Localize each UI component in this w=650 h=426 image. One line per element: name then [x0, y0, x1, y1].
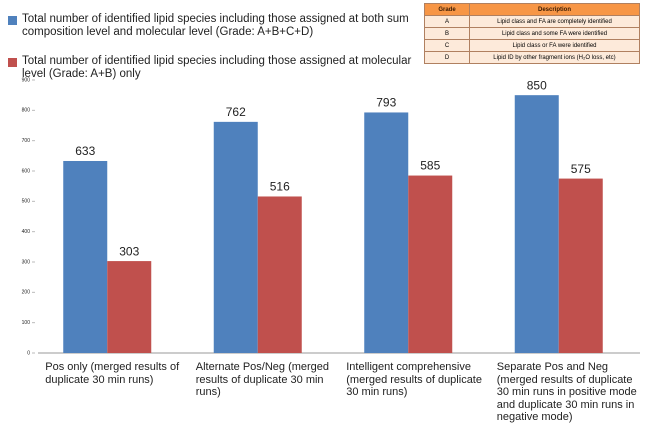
y-tick-label: 900 [22, 77, 31, 83]
data-label: 575 [571, 162, 591, 176]
cell: Lipid class and FA are completely identi… [469, 15, 640, 28]
data-label: 303 [119, 244, 139, 258]
bar [558, 178, 603, 353]
bar [408, 175, 453, 353]
bar [63, 160, 108, 353]
bar [364, 112, 409, 353]
cell: D [424, 51, 470, 64]
data-label: 793 [376, 96, 396, 110]
table-header: Grade [424, 3, 470, 16]
bar [213, 121, 258, 353]
legend-label: Total number of identified lipid species… [22, 55, 412, 80]
y-tick-label: 600 [22, 168, 31, 174]
y-tick-label: 0 [27, 350, 30, 356]
cell: Lipid class or FA were identified [469, 39, 640, 52]
data-label: 633 [75, 144, 95, 158]
y-tick-label: 800 [22, 108, 31, 114]
bar [257, 196, 302, 353]
x-tick-label: Separate Pos and Neg (merged results of … [496, 361, 637, 423]
y-tick-label: 700 [22, 138, 31, 144]
cell: Lipid ID by other fragment ions (H₂O los… [469, 51, 640, 64]
legend-label: Total number of identified lipid species… [22, 13, 409, 38]
y-tick-label: 300 [22, 259, 31, 265]
bar [107, 261, 152, 353]
grade-table: Grade Description A Lipid class and FA are… [424, 3, 640, 64]
data-label: 585 [420, 159, 440, 173]
cell: Lipid class and some FA were identified [469, 27, 640, 40]
data-label: 516 [270, 180, 290, 194]
table-header: Description [469, 3, 640, 16]
x-tick-label: Alternate Pos/Neg (merged results of dup… [195, 361, 330, 398]
cell: A [424, 15, 470, 28]
data-label: 850 [527, 78, 547, 92]
legend-swatch [8, 16, 17, 25]
cell: B [424, 27, 470, 40]
y-tick-label: 200 [22, 290, 31, 296]
y-tick-label: 400 [22, 229, 31, 235]
y-tick-label: 100 [22, 320, 31, 326]
bar [514, 95, 559, 354]
x-tick-label: Intelligent comprehensive (merged result… [346, 361, 482, 398]
y-tick-label: 500 [22, 199, 31, 205]
x-tick-label: Pos only (merged results of duplicate 30… [45, 361, 180, 386]
cell: C [424, 39, 470, 52]
data-label: 762 [226, 105, 246, 119]
legend-swatch [8, 58, 17, 67]
